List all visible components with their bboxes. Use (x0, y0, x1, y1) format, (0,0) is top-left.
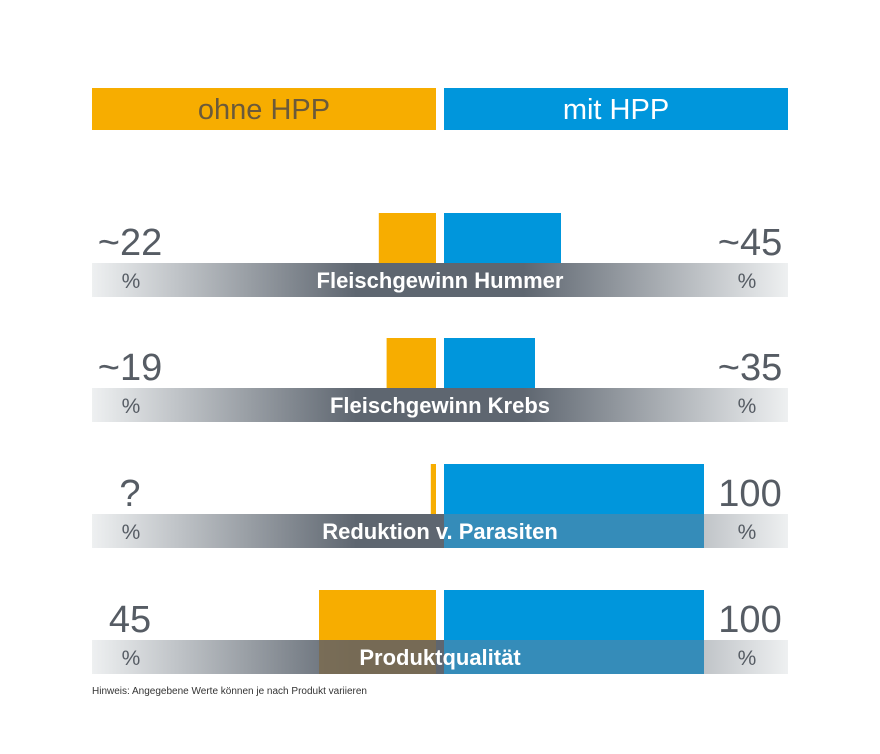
category-band (92, 263, 788, 297)
chart-rows: Fleischgewinn Hummer~22%~45%Fleischgewin… (92, 213, 788, 674)
bar-ohne-hpp (386, 338, 436, 388)
bar-ohne-hpp (319, 590, 436, 640)
chart-row: Reduktion v. Parasiten?% 100% (92, 464, 788, 548)
category-label: Fleischgewinn Hummer (317, 268, 564, 293)
category-label: Fleischgewinn Krebs (330, 393, 550, 418)
bar-ohne-hpp-band-overlay (319, 640, 436, 674)
left-value-label: ? (119, 473, 140, 515)
header-right-box (444, 88, 788, 130)
header-right-label: mit HPP (563, 94, 669, 126)
category-label: Reduktion v. Parasiten (322, 519, 558, 544)
left-unit-label: % (122, 521, 141, 544)
left-value-label: 45 (109, 599, 151, 641)
bar-mit-hpp-band-overlay (444, 514, 704, 548)
bar-mit-hpp (444, 213, 561, 263)
left-unit-label: % (122, 395, 141, 418)
right-value-label: 100 (718, 473, 781, 515)
left-value-label: ~22 (98, 222, 162, 264)
bar-ohne-hpp (378, 213, 436, 263)
chart-row: Produktqualität 45% 100% (92, 590, 788, 674)
left-value-label: ~19 (98, 347, 162, 389)
left-unit-label: % (122, 647, 141, 670)
header-left-box (92, 88, 436, 130)
right-value-label: 100 (718, 599, 781, 641)
bar-mit-hpp-band-overlay (444, 640, 704, 674)
footnote: Hinweis: Angegebene Werte können je nach… (92, 686, 367, 697)
bar-ohne-hpp (430, 464, 436, 514)
right-unit-label: % (738, 395, 757, 418)
right-value-label: ~45 (718, 222, 782, 264)
category-label: Produktqualität (359, 645, 521, 670)
header-left-label: ohne HPP (198, 94, 330, 126)
bar-mit-hpp (444, 338, 535, 388)
right-unit-label: % (738, 270, 757, 293)
chart-row: Fleischgewinn Hummer ~22% ~45% (92, 213, 788, 297)
right-unit-label: % (738, 521, 757, 544)
chart-row: Fleischgewinn Krebs ~19% ~35% (92, 338, 788, 422)
left-unit-label: % (122, 270, 141, 293)
right-unit-label: % (738, 647, 757, 670)
right-value-label: ~35 (718, 347, 782, 389)
category-band (92, 388, 788, 422)
